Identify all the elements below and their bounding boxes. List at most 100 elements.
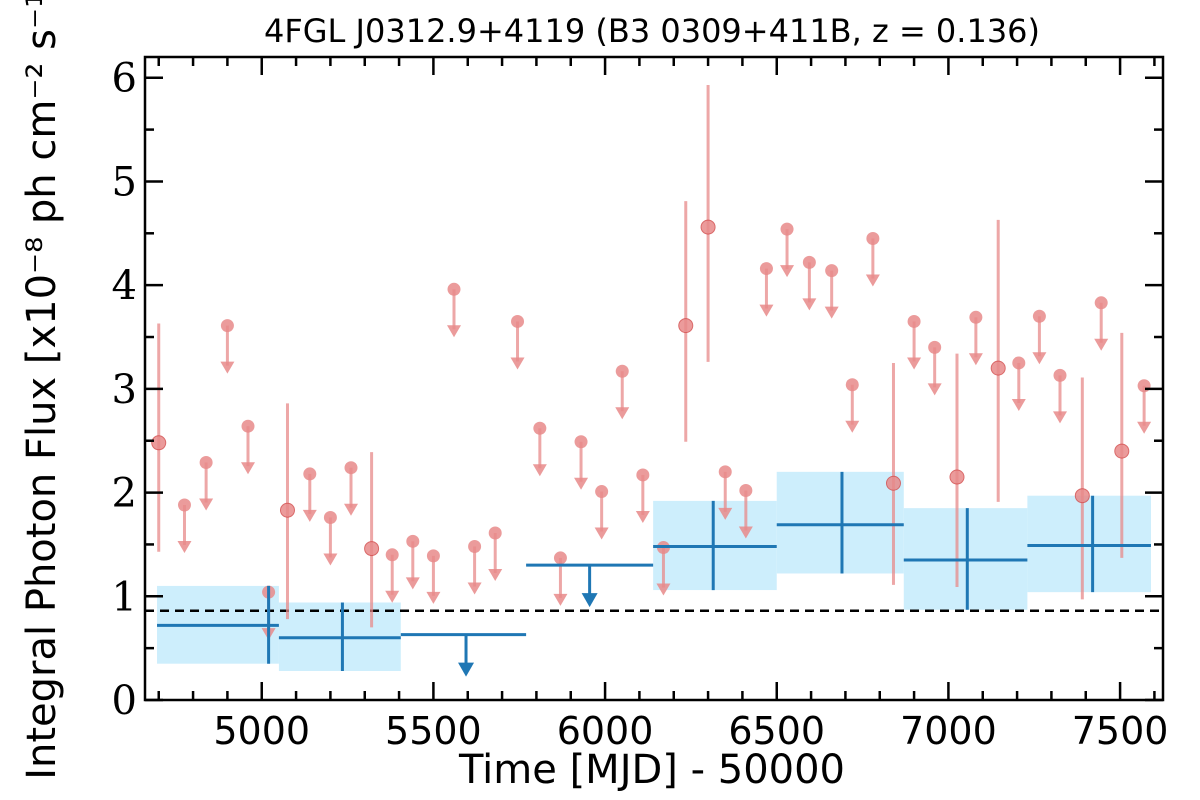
chart-title: 4FGL J0312.9+4119 (B3 0309+411B, z = 0.1… xyxy=(264,12,1040,50)
short-bin-upper-limit-point xyxy=(1032,309,1046,323)
short-bin-upper-limit-point xyxy=(199,456,213,470)
short-bin-upper-limit-arrow xyxy=(718,507,733,520)
x-axis-label: Time [MJD] - 50000 xyxy=(458,747,845,793)
short-bin-upper-limit-arrow xyxy=(532,464,547,477)
short-bin-upper-limit-arrow xyxy=(907,357,922,370)
short-bin-upper-limit-arrow xyxy=(802,298,817,311)
long-bin-upper-limit-arrow xyxy=(458,662,475,677)
tick-labels: 5000 5500 6000 6500 7000 7500 0 1 2 3 4 5 6 xyxy=(112,56,1169,753)
short-bin-upper-limit-arrow xyxy=(467,582,482,595)
y-tick-label: 4 xyxy=(112,263,137,309)
short-bin-upper-limit-arrow xyxy=(426,591,441,604)
x-tick-label: 7000 xyxy=(900,709,997,753)
short-bin-point xyxy=(949,469,965,485)
x-tick-label: 6000 xyxy=(557,709,654,753)
short-bin-upper-limit-point xyxy=(636,468,650,482)
short-bin-upper-limit-arrow xyxy=(824,306,839,319)
short-bin-point xyxy=(885,475,901,491)
short-bin-upper-limit-point xyxy=(511,314,525,328)
short-bin-upper-limit-point xyxy=(1137,379,1151,393)
short-bin-upper-limit-point xyxy=(825,264,839,278)
short-bin-upper-limit-arrow xyxy=(1011,398,1026,411)
y-tick-label: 0 xyxy=(112,678,137,724)
short-bin-upper-limit-arrow xyxy=(1052,411,1067,424)
short-bin-upper-limit-arrow xyxy=(177,541,192,554)
short-bin-upper-limit-arrow xyxy=(241,462,256,475)
y-tick-label: 2 xyxy=(112,471,137,517)
short-bin-upper-limit-point xyxy=(1053,368,1067,382)
short-bin-upper-limit-point xyxy=(739,484,753,498)
y-tick-label: 5 xyxy=(112,159,137,205)
short-bin-point xyxy=(279,502,295,518)
short-bin-upper-limit-point xyxy=(574,435,588,449)
short-bin-upper-limit-point xyxy=(718,465,732,479)
short-bin-upper-limit-arrow xyxy=(656,583,671,596)
short-bin-upper-limit-arrow xyxy=(1094,338,1109,351)
short-bin-upper-limit-point xyxy=(385,548,399,562)
short-bin-upper-limit-point xyxy=(845,378,859,392)
short-bin-upper-limit-arrow xyxy=(780,265,795,278)
x-tick-label: 6500 xyxy=(728,709,825,753)
short-bin-upper-limit-arrow xyxy=(759,304,774,317)
short-bin-upper-limit-arrow xyxy=(553,593,568,606)
short-bin-upper-limit-point xyxy=(344,461,358,475)
y-tick-label: 6 xyxy=(112,56,137,102)
short-bin-upper-limit-arrow xyxy=(738,526,753,539)
short-bin-upper-limit-point xyxy=(595,485,609,499)
plot-frame xyxy=(143,55,1165,702)
short-bin-upper-limit-arrow xyxy=(635,510,650,523)
short-bin-upper-limit-arrow xyxy=(615,407,630,420)
short-bin-upper-limit-point xyxy=(553,551,567,565)
x-tick-label: 5500 xyxy=(385,709,482,753)
short-bin-upper-limit-point xyxy=(1012,356,1026,370)
short-bin-upper-limit-arrow xyxy=(845,420,860,433)
short-bin-upper-limit-arrow xyxy=(574,477,589,490)
short-bin-upper-limit-arrow xyxy=(510,357,525,370)
long-bin-bands xyxy=(157,471,1151,671)
short-bin-upper-limit-arrow xyxy=(1137,421,1152,434)
short-bin-upper-limit-point xyxy=(303,467,317,481)
short-bin-upper-limit-arrow xyxy=(865,274,880,287)
short-bin-point xyxy=(678,318,694,334)
long-bin-band xyxy=(1027,495,1151,593)
short-bin-upper-limit-point xyxy=(802,255,816,269)
x-tick-label: 7500 xyxy=(1072,709,1169,753)
x-tick-label: 5000 xyxy=(213,709,310,753)
short-bin-upper-limit-arrow xyxy=(968,353,983,366)
short-bin-upper-limit-arrow xyxy=(1032,352,1047,365)
short-bin-upper-limit-arrow xyxy=(344,503,359,516)
short-bin-upper-limit-point xyxy=(488,526,502,540)
short-bin-upper-limit-arrow xyxy=(323,553,338,566)
axes xyxy=(143,55,1165,702)
y-tick-label: 3 xyxy=(112,367,137,413)
short-bin-upper-limit-arrow xyxy=(594,527,609,540)
short-bin-upper-limit-arrow xyxy=(488,569,503,582)
short-bin-point xyxy=(700,219,716,235)
short-bin-upper-limit-arrow xyxy=(927,383,942,396)
short-bin-point xyxy=(990,360,1006,376)
y-axis-label: Integral Photon Flux [x10⁻⁸ ph cm⁻² s⁻¹] xyxy=(19,0,65,780)
long-bin-band xyxy=(776,471,904,574)
short-bin-upper-limit-point xyxy=(447,282,461,296)
short-bin-upper-limit-arrow xyxy=(385,590,400,603)
short-bin-upper-limit-point xyxy=(241,419,255,433)
short-bin-point xyxy=(364,541,380,557)
short-bin-point xyxy=(1074,488,1090,504)
short-bin-upper-limit-point xyxy=(907,314,921,328)
short-bin-upper-limit-arrow xyxy=(405,577,420,590)
short-bin-upper-limit-point xyxy=(759,262,773,276)
short-bin-upper-limit-point xyxy=(177,498,191,512)
short-bin-points xyxy=(151,85,1152,641)
short-bin-upper-limit-arrow xyxy=(302,509,317,522)
y-tick-label: 1 xyxy=(112,574,137,620)
short-bin-upper-limit-arrow xyxy=(220,361,235,374)
short-bin-point xyxy=(1114,443,1130,459)
short-bin-upper-limit-point xyxy=(780,222,794,236)
short-bin-upper-limit-point xyxy=(406,534,420,548)
long-bin-upper-limit-arrow xyxy=(581,593,598,608)
short-bin-upper-limit-arrow xyxy=(447,325,462,338)
short-bin-upper-limit-point xyxy=(1094,296,1108,310)
short-bin-upper-limit-point xyxy=(969,310,983,324)
short-bin-upper-limit-point xyxy=(323,510,337,524)
